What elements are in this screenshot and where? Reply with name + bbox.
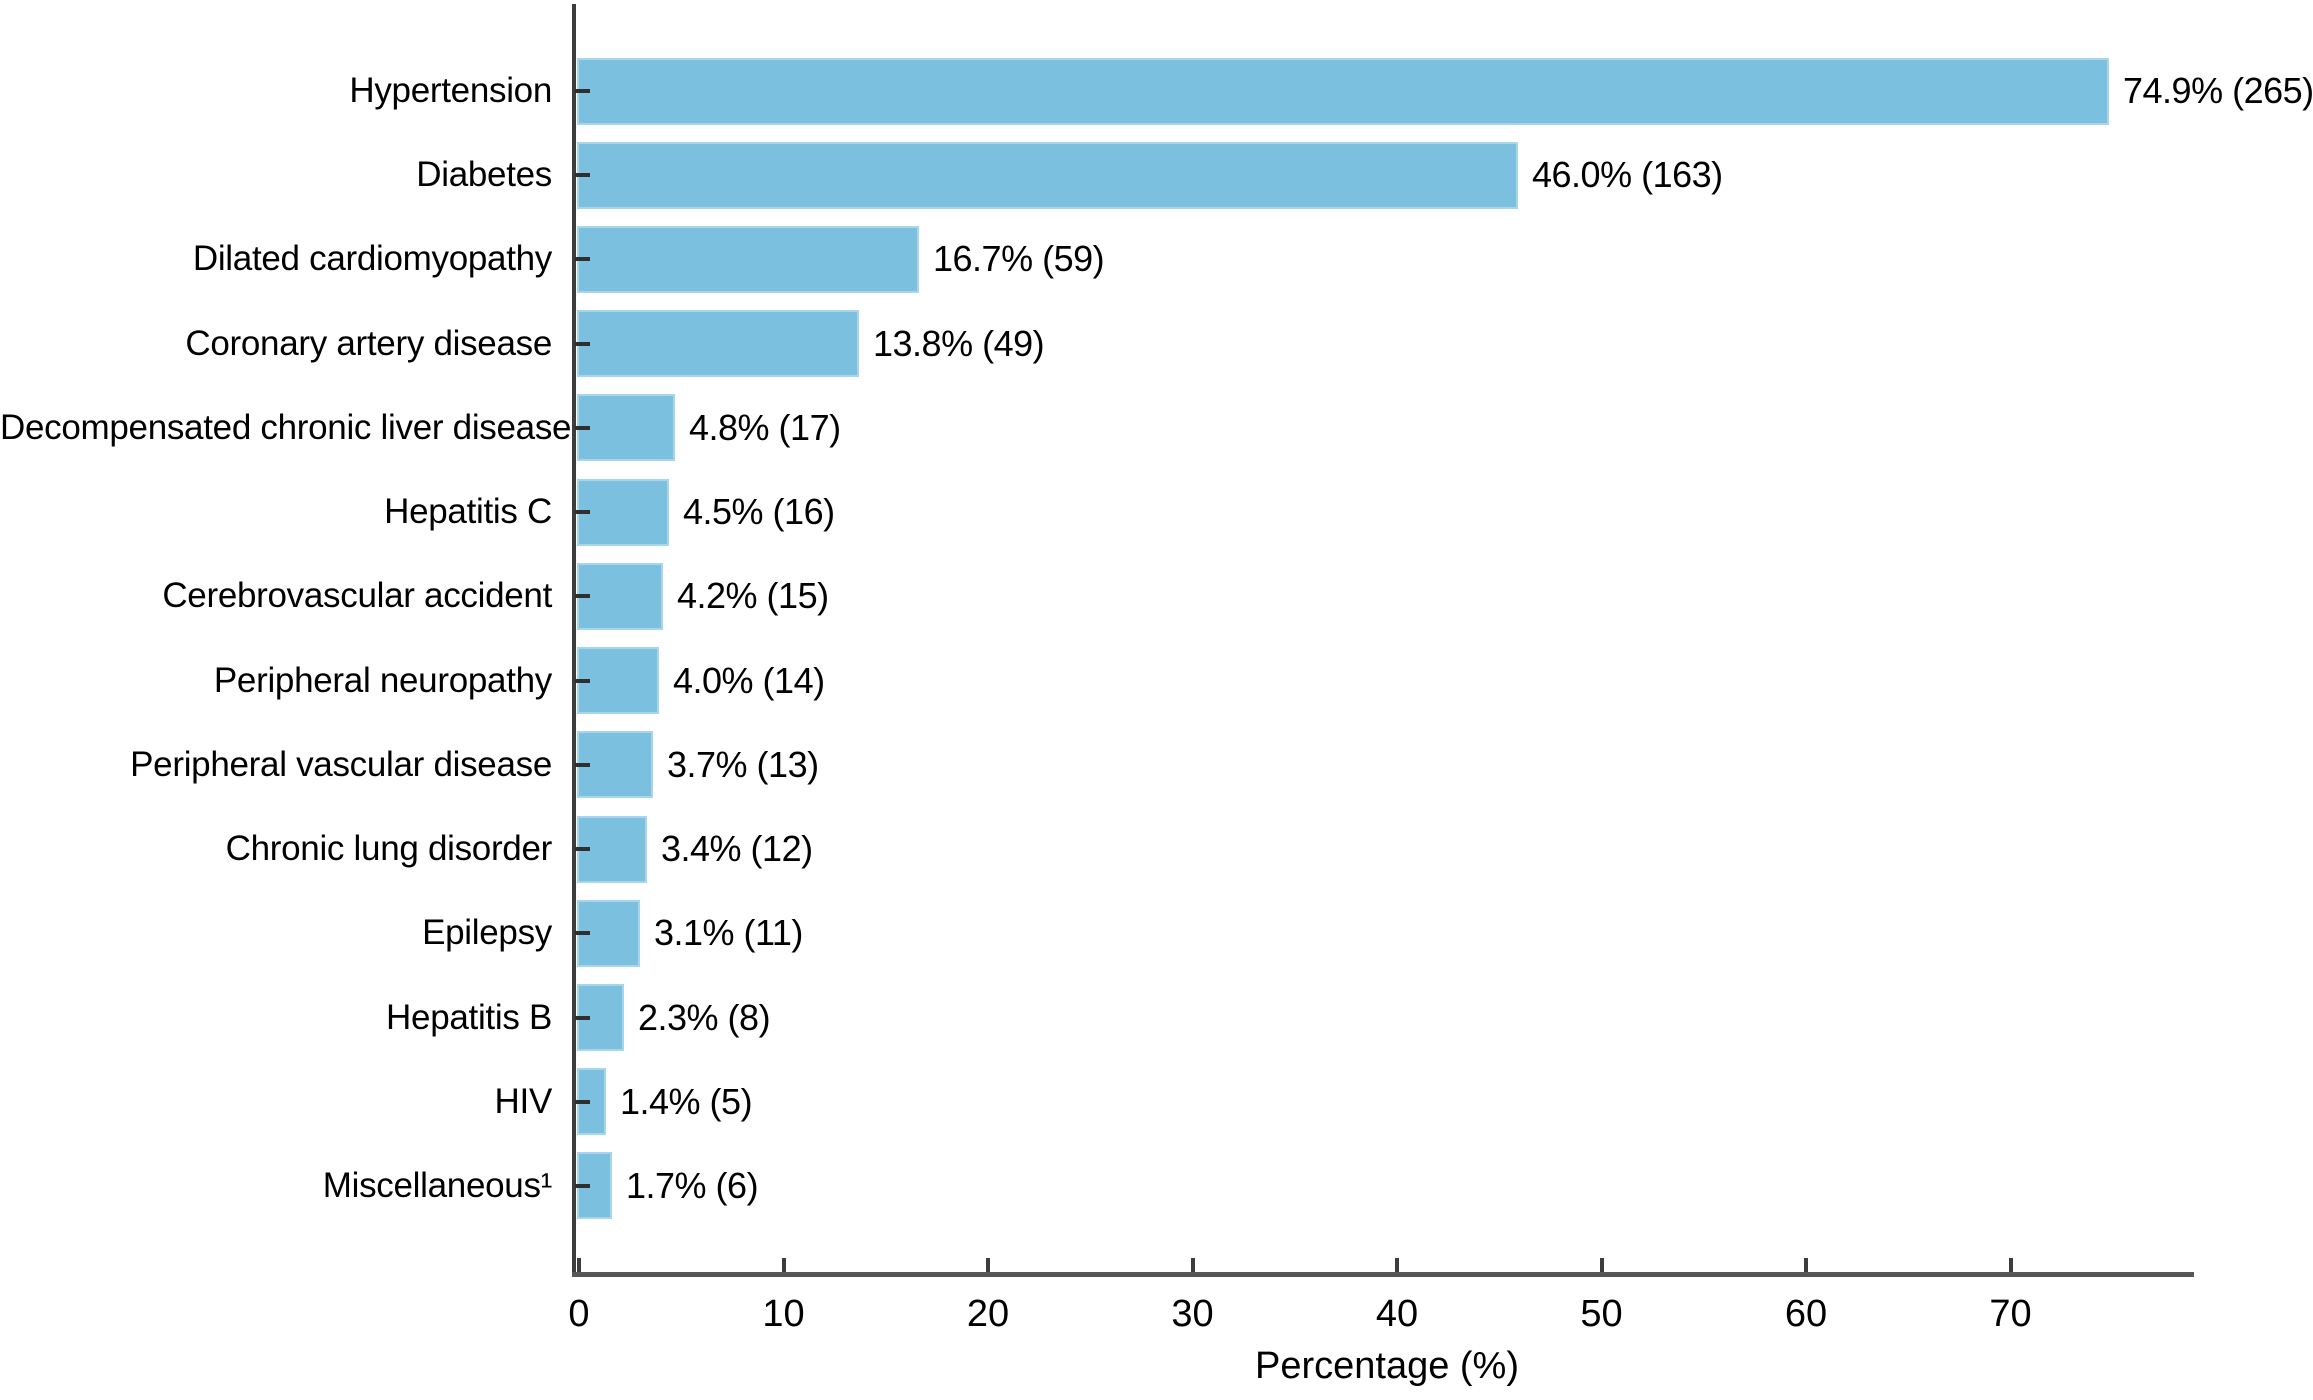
value-label: 4.5% (16) <box>683 491 835 533</box>
category-label: Dilated cardiomyopathy <box>192 239 552 279</box>
y-tick-mark <box>575 594 590 599</box>
x-tick-mark <box>1599 1258 1604 1272</box>
bar <box>577 394 675 462</box>
category-label: Hepatitis B <box>386 997 552 1037</box>
x-tick-label: 60 <box>1784 1293 1828 1335</box>
value-label: 74.9% (265) <box>2123 70 2313 111</box>
category-label: Decompensated chronic liver disease <box>0 407 572 447</box>
x-tick-mark <box>781 1258 786 1272</box>
value-label: 4.2% (15) <box>677 575 829 617</box>
value-label: 2.3% (8) <box>638 996 771 1038</box>
bar <box>577 141 1518 209</box>
y-tick-mark <box>575 425 590 430</box>
bar <box>577 225 919 293</box>
x-tick-label: 20 <box>966 1293 1010 1335</box>
value-label: 1.4% (5) <box>620 1080 753 1122</box>
x-tick-mark <box>577 1258 581 1272</box>
y-tick-mark <box>575 762 590 767</box>
x-tick-mark <box>1190 1258 1195 1272</box>
y-tick-mark <box>575 1099 590 1104</box>
category-label: Hepatitis C <box>384 492 552 532</box>
y-tick-mark <box>575 678 590 683</box>
y-tick-mark <box>575 1183 590 1188</box>
bar <box>577 57 2109 125</box>
category-label: Chronic lung disorder <box>225 829 553 869</box>
bar <box>577 899 640 967</box>
x-axis-title: Percentage (%) <box>1254 1345 1519 1387</box>
value-label: 3.1% (11) <box>654 912 803 954</box>
category-label: Peripheral vascular disease <box>130 744 552 784</box>
x-tick-label: 40 <box>1375 1293 1419 1335</box>
y-tick-mark <box>575 89 590 93</box>
value-label: 46.0% (163) <box>1532 154 1723 196</box>
y-tick-mark <box>575 931 590 936</box>
x-tick-label: 0 <box>568 1293 590 1335</box>
category-label: Peripheral neuropathy <box>213 660 552 700</box>
y-tick-mark <box>575 510 590 515</box>
x-tick-label: 70 <box>1989 1293 2032 1335</box>
x-tick-mark <box>1395 1258 1399 1272</box>
value-label: 16.7% (59) <box>933 238 1105 280</box>
value-label: 3.4% (12) <box>661 828 813 870</box>
value-label: 4.0% (14) <box>673 659 825 701</box>
category-label: HIV <box>494 1081 553 1121</box>
category-label: Epilepsy <box>422 913 552 953</box>
x-tick-label: 10 <box>762 1293 805 1335</box>
x-tick-mark <box>1804 1258 1808 1272</box>
bar <box>577 478 669 546</box>
category-label: Hypertension <box>349 71 552 110</box>
x-tick-label: 50 <box>1580 1293 1623 1335</box>
y-tick-mark <box>575 847 590 852</box>
category-label: Diabetes <box>416 155 552 195</box>
x-tick-mark <box>2008 1258 2013 1272</box>
value-label: 13.8% (49) <box>873 322 1045 364</box>
bar <box>577 310 859 378</box>
x-tick-mark <box>986 1258 990 1272</box>
value-label: 4.8% (17) <box>689 406 841 448</box>
category-label: Cerebrovascular accident <box>162 576 552 616</box>
value-label: 3.7% (13) <box>667 743 819 785</box>
category-label: Coronary artery disease <box>185 323 552 363</box>
category-label: Miscellaneous¹ <box>322 1165 553 1205</box>
y-axis-line <box>572 4 576 1275</box>
x-tick-label: 30 <box>1171 1293 1214 1335</box>
x-axis-line <box>572 1272 2194 1277</box>
bar <box>577 562 663 630</box>
y-tick-mark <box>575 173 590 178</box>
value-label: 1.7% (6) <box>626 1164 759 1206</box>
y-tick-mark <box>575 1015 590 1020</box>
y-tick-mark <box>575 341 590 346</box>
y-tick-mark <box>575 257 590 262</box>
